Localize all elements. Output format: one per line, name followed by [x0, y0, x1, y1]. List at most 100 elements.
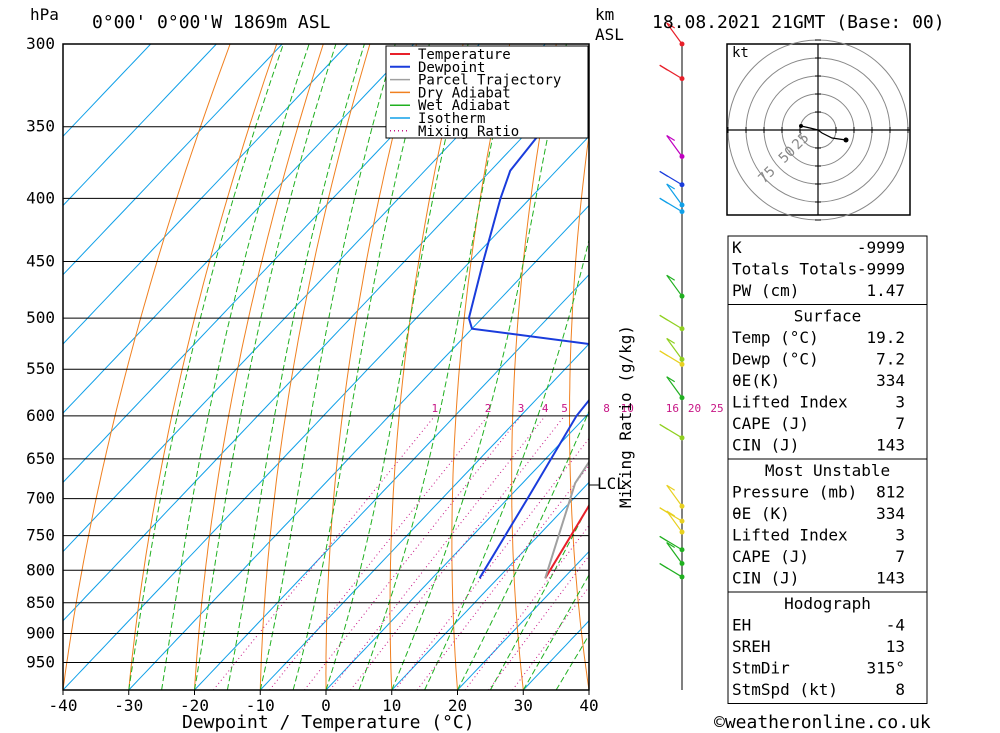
wind-barb-flag: [666, 484, 676, 491]
table-row-value: -9999: [857, 260, 905, 279]
table-row-label: PW (cm): [732, 281, 799, 300]
legend-box: [385, 45, 589, 139]
wet-adiabat-line: [128, 44, 284, 690]
mixing-ratio-label: 8: [603, 402, 610, 415]
wet-adiabat-line: [292, 44, 430, 690]
mixing-ratio-line: [394, 437, 589, 690]
dry-adiabat-line: [63, 44, 231, 690]
isotherm-line: [194, 273, 589, 690]
x-tick-label: 20: [448, 696, 467, 715]
mixing-ratio-label: 4: [542, 402, 549, 415]
wet-adiabat-line: [457, 409, 589, 690]
hodograph-point: [799, 124, 803, 128]
series-dewpoint: [467, 69, 589, 579]
table-row-label: CAPE (J): [732, 414, 809, 433]
x-tick-label: -10: [246, 696, 275, 715]
wind-barb-flag: [659, 507, 669, 514]
mixing-ratio-label: 16: [666, 402, 679, 415]
wind-barb-staff: [666, 542, 683, 564]
mixing-ratio-label: 10: [621, 402, 634, 415]
wet-adiabat-line: [522, 573, 589, 690]
wet-adiabat-line: [489, 503, 589, 690]
legend-label: Wet Adiabat: [418, 98, 511, 114]
isotherm-line: [522, 620, 589, 690]
table-row-label: StmDir: [732, 659, 790, 678]
x-tick-label: -40: [49, 696, 78, 715]
wet-adiabat-line: [226, 44, 365, 690]
wet-adiabat-line: [424, 237, 589, 690]
isotherm-line: [63, 44, 349, 345]
pressure-tick-label: 300: [26, 34, 55, 53]
x-tick-label: -20: [180, 696, 209, 715]
table-row-label: K: [732, 238, 742, 257]
pressure-tick-label: 400: [26, 188, 55, 207]
dry-adiabat-line: [976, 44, 1000, 690]
pressure-tick-label: 350: [26, 117, 55, 136]
isotherm-line: [63, 66, 589, 622]
table-row-value: 8: [895, 680, 905, 699]
x-tick-label: -30: [114, 696, 143, 715]
wind-profile: [659, 22, 685, 690]
wind-barb-staff: [666, 510, 683, 533]
table-row-label: Dewp (°C): [732, 350, 819, 369]
pressure-tick-label: 500: [26, 308, 55, 327]
wind-barb-flag: [666, 376, 676, 383]
series-parcel-trajectory: [544, 460, 589, 579]
table-row-label: Lifted Index: [732, 526, 848, 545]
dry-adiabat-line: [680, 44, 721, 690]
dry-adiabat-line: [929, 44, 1000, 690]
copyright: ©weatheronline.co.uk: [714, 712, 931, 733]
wind-barb-flag: [659, 64, 669, 71]
mixing-ratio-line: [304, 415, 522, 690]
datetime-title: 18.08.2021 21GMT (Base: 00): [652, 12, 945, 33]
asl-label: ASL: [595, 25, 624, 44]
hodograph-unit: kt: [732, 45, 749, 61]
wind-barb-flag: [659, 535, 669, 542]
legend-label: Parcel Trajectory: [418, 73, 561, 89]
mixing-ratio-line: [512, 586, 589, 690]
table-row-label: CAPE (J): [732, 547, 809, 566]
legend-label: Mixing Ratio: [418, 124, 519, 140]
table-row-value: -9999: [857, 238, 905, 257]
table-row-label: EH: [732, 616, 751, 635]
table-row-label: Lifted Index: [732, 393, 848, 412]
table-row-label: Pressure (mb): [732, 483, 857, 502]
hodograph-trace: [817, 129, 847, 141]
isotherm-line: [63, 44, 283, 276]
mixing-ratio-label: 20: [688, 402, 701, 415]
mixing-ratio-label: 5: [561, 402, 568, 415]
hodograph-trace-2: [800, 125, 819, 131]
mixing-ratio-line: [416, 464, 589, 690]
mixing-ratio-label: 2: [485, 402, 492, 415]
isotherm-line: [128, 204, 589, 690]
wind-barb-staff: [666, 135, 683, 157]
wind-barb-flag: [659, 170, 669, 177]
hodograph-point: [843, 137, 849, 143]
mixing-ratio-label: 25: [710, 402, 723, 415]
table-row-label: StmSpd (kt): [732, 680, 838, 699]
wind-barb-flag: [666, 541, 676, 549]
wind-barb-flag: [659, 314, 669, 321]
table-row-value: 334: [876, 371, 905, 390]
pressure-tick-label: 650: [26, 449, 55, 468]
table-section-box: [727, 458, 928, 593]
wind-barb-flag: [666, 337, 676, 344]
wind-barb-flag: [659, 350, 669, 357]
wind-barb-flag: [666, 510, 676, 517]
hpa-label: hPa: [30, 5, 59, 24]
isotherm-line: [63, 44, 480, 484]
isotherm-line: [457, 550, 589, 690]
pressure-tick-label: 750: [26, 526, 55, 545]
pressure-tick-label: 900: [26, 623, 55, 642]
wind-barb-flag: [666, 22, 676, 29]
pressure-tick-label: 800: [26, 560, 55, 579]
table-row-value: 334: [876, 504, 905, 523]
isotherm-line: [63, 44, 546, 553]
table-row-value: 13: [886, 637, 905, 656]
pressure-tick-label: 550: [26, 359, 55, 378]
table-row-value: 7: [895, 547, 905, 566]
wet-adiabat-line: [325, 44, 469, 690]
